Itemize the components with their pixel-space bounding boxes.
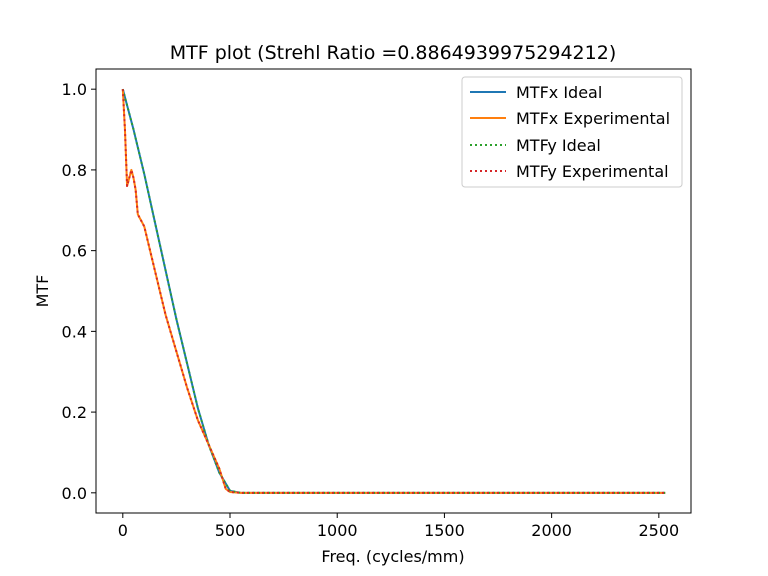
x-tick-label: 1000 bbox=[317, 521, 358, 540]
plot-frame bbox=[95, 68, 692, 514]
legend-label-mtfx-ideal: MTFx Ideal bbox=[516, 83, 602, 102]
y-tick-label: 0.6 bbox=[62, 242, 87, 261]
series-line-mtfy-ideal bbox=[121, 88, 666, 494]
y-tick-label: 0.8 bbox=[62, 161, 87, 180]
y-axis-label: MTF bbox=[33, 275, 52, 308]
legend: MTFx Ideal MTFx Experimental MTFy Ideal … bbox=[461, 76, 683, 188]
x-tick-label: 1500 bbox=[424, 521, 465, 540]
series-layer bbox=[121, 88, 666, 494]
chart-title: MTF plot (Strehl Ratio =0.88649399752942… bbox=[170, 42, 616, 64]
x-tick-label: 2000 bbox=[531, 521, 572, 540]
y-tick-label: 1.0 bbox=[62, 80, 87, 99]
legend-label-mtfx-experimental: MTFx Experimental bbox=[516, 109, 670, 128]
x-tick-label: 500 bbox=[215, 521, 246, 540]
y-tick-label: 0.0 bbox=[62, 484, 87, 503]
y-axis-ticks: 0.0 0.2 0.4 0.6 0.8 1.0 bbox=[62, 80, 96, 503]
x-axis-label: Freq. (cycles/mm) bbox=[321, 547, 464, 566]
x-axis-ticks: 0 500 1000 1500 2000 2500 bbox=[118, 513, 679, 540]
x-tick-label: 2500 bbox=[638, 521, 679, 540]
legend-label-mtfy-ideal: MTFy Ideal bbox=[516, 136, 601, 155]
legend-box bbox=[461, 76, 683, 188]
series-line-mtfx-experimental bbox=[121, 89, 666, 494]
y-tick-label: 0.4 bbox=[62, 322, 87, 341]
legend-label-mtfy-experimental: MTFy Experimental bbox=[516, 162, 669, 181]
y-tick-label: 0.2 bbox=[62, 403, 87, 422]
x-tick-label: 0 bbox=[118, 521, 128, 540]
